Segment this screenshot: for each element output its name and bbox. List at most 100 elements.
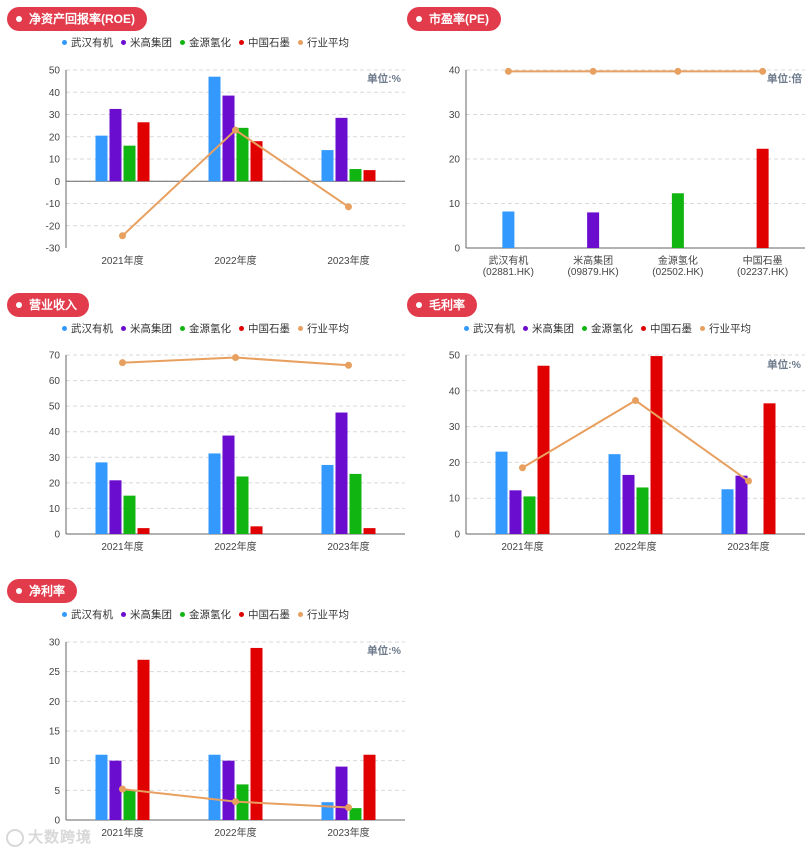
y-tick-label: 0	[54, 530, 60, 541]
bar	[363, 528, 376, 534]
average-point	[504, 67, 512, 75]
y-tick-label: 50	[49, 402, 61, 413]
y-tick-label: 30	[49, 638, 61, 649]
legend-item[interactable]: 中国石墨	[239, 35, 290, 50]
legend-swatch-icon	[298, 325, 303, 331]
average-point	[632, 396, 639, 404]
average-point	[119, 359, 126, 367]
bar	[137, 659, 150, 820]
y-tick-label: 10	[449, 494, 461, 505]
legend-swatch-icon	[180, 611, 185, 617]
x-tick-label-line: 2021年度	[101, 254, 143, 267]
average-point	[119, 232, 126, 240]
chart-title-roe: 净资产回报率(ROE)	[7, 7, 147, 31]
legend-item[interactable]: 武汉有机	[62, 607, 113, 622]
x-tick-label-line: (02502.HK)	[652, 267, 703, 278]
x-tick-label: 米高集团(09879.HK)	[568, 254, 619, 278]
legend-label: 武汉有机	[71, 37, 113, 49]
y-tick-label: 70	[49, 351, 61, 362]
y-tick-label: 60	[49, 376, 61, 387]
legend-swatch-icon	[700, 325, 705, 331]
unit-label: 单位:%	[767, 358, 801, 371]
legend-swatch-icon	[62, 39, 67, 45]
bar	[250, 526, 263, 534]
bar	[335, 117, 348, 182]
average-point	[345, 361, 352, 369]
bar	[222, 760, 235, 820]
chart-revenue: 70 60 50 40 30 20 10 0 2021年度 2022年度 2023年度	[49, 351, 405, 553]
bar	[123, 495, 136, 534]
chart-title-text: 毛利率	[429, 298, 466, 312]
x-tick-label: 2022年度	[214, 826, 256, 839]
bar	[363, 754, 376, 820]
unit-label: 单位:%	[367, 644, 401, 657]
y-tick-label: 20	[49, 132, 61, 143]
chart-title-revenue: 营业收入	[7, 293, 90, 317]
legend-net: 武汉有机 米高集团 金源氢化 中国石墨 行业平均	[62, 607, 357, 622]
legend-item[interactable]: 中国石墨	[641, 321, 692, 336]
legend-item[interactable]: 武汉有机	[62, 321, 113, 336]
legend-item[interactable]: 米高集团	[121, 607, 172, 622]
legend-item[interactable]: 武汉有机	[464, 321, 515, 336]
legend-item[interactable]: 中国石墨	[239, 321, 290, 336]
x-tick-label-line: 2021年度	[501, 540, 543, 553]
legend-item[interactable]: 米高集团	[121, 35, 172, 50]
legend-item[interactable]: 行业平均	[700, 321, 751, 336]
legend-label: 武汉有机	[71, 609, 113, 621]
legend-swatch-icon	[298, 611, 303, 617]
x-tick-label: 2021年度	[101, 540, 143, 553]
y-tick-label: 10	[449, 199, 461, 210]
legend-item[interactable]: 行业平均	[298, 321, 349, 336]
y-tick-label: 40	[49, 427, 61, 438]
average-point	[119, 785, 126, 793]
x-tick-label-line: 2023年度	[327, 540, 369, 553]
chart-roe: 50 40 30 20 10 0 -10 -20 -30 2021年度 2022年度 2023年度 单位…	[46, 66, 405, 267]
legend-item[interactable]: 武汉有机	[62, 35, 113, 50]
x-tick-label-line: 2023年度	[727, 540, 769, 553]
legend-item[interactable]: 米高集团	[523, 321, 574, 336]
x-tick-label: 2021年度	[101, 826, 143, 839]
bar	[250, 141, 263, 182]
bar	[95, 135, 108, 182]
legend-swatch-icon	[641, 325, 646, 331]
legend-item[interactable]: 金源氢化	[180, 607, 231, 622]
bar	[349, 473, 362, 534]
bar	[587, 212, 600, 248]
bar	[95, 462, 108, 534]
x-tick-label-line: 2022年度	[214, 826, 256, 839]
legend-swatch-icon	[180, 39, 185, 45]
legend-item[interactable]: 行业平均	[298, 35, 349, 50]
y-tick-label: 0	[54, 177, 60, 188]
legend-label: 行业平均	[307, 37, 349, 49]
legend-item[interactable]: 米高集团	[121, 321, 172, 336]
bar	[763, 403, 776, 534]
title-dot-icon	[16, 16, 22, 22]
legend-item[interactable]: 中国石墨	[239, 607, 290, 622]
x-tick-label: 中国石墨(02237.HK)	[737, 254, 788, 278]
y-tick-label: 20	[49, 478, 61, 489]
legend-item[interactable]: 金源氢化	[582, 321, 633, 336]
y-tick-label: 20	[449, 155, 461, 166]
title-dot-icon	[16, 588, 22, 594]
legend-item[interactable]: 行业平均	[298, 607, 349, 622]
y-tick-label: 10	[49, 155, 61, 166]
average-line	[521, 399, 750, 482]
y-tick-label: 30	[49, 453, 61, 464]
chart-gross: 50 40 30 20 10 0 2021年度 2022年度 2023年度 单位:%	[449, 351, 805, 553]
x-tick-label-line: 中国石墨	[743, 254, 783, 267]
legend-label: 米高集团	[130, 37, 172, 49]
bar	[109, 480, 122, 534]
y-tick-label: 10	[49, 756, 61, 767]
chart-title-text: 营业收入	[29, 298, 78, 312]
chart-title-text: 净利率	[29, 584, 66, 598]
y-tick-label: 20	[49, 697, 61, 708]
chart-title-net: 净利率	[7, 579, 78, 603]
bar	[109, 760, 122, 820]
y-tick-label: 25	[49, 667, 61, 678]
x-tick-label-line: 2023年度	[327, 254, 369, 267]
bar	[756, 148, 769, 248]
legend-item[interactable]: 金源氢化	[180, 321, 231, 336]
chart-title-gross: 毛利率	[407, 293, 478, 317]
bar	[250, 647, 263, 820]
legend-item[interactable]: 金源氢化	[180, 35, 231, 50]
